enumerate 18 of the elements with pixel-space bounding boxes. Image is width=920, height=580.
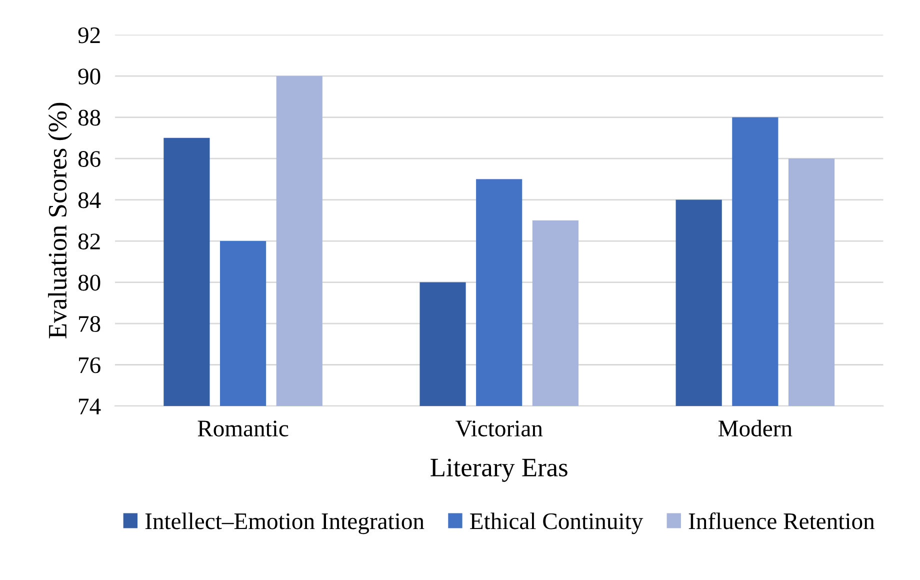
y-tick-label: 74: [79, 398, 101, 414]
y-tick-label: 80: [78, 274, 100, 291]
y-tick-label: 84: [78, 192, 101, 208]
y-tick-label: 90: [78, 68, 100, 84]
legend-label: Influence Retention: [688, 512, 875, 530]
x-tick-label: Romantic: [198, 420, 288, 437]
y-tick-label: 82: [78, 234, 100, 250]
x-axis-title: Literary Eras: [430, 458, 568, 482]
legend-label: Intellect–Emotion Integration: [145, 512, 424, 534]
x-tick-label: Modern: [718, 420, 792, 437]
legend-label: Ethical Continuity: [470, 512, 644, 534]
y-tick-label: 92: [78, 27, 100, 44]
y-tick-label: 86: [78, 151, 100, 167]
y-axis-title: Evaluation Scores (%): [48, 102, 72, 338]
x-tick-label: Victorian: [455, 420, 543, 437]
y-tick-label: 76: [79, 357, 100, 374]
y-tick-label: 78: [79, 316, 100, 332]
y-tick-label: 88: [78, 110, 100, 126]
